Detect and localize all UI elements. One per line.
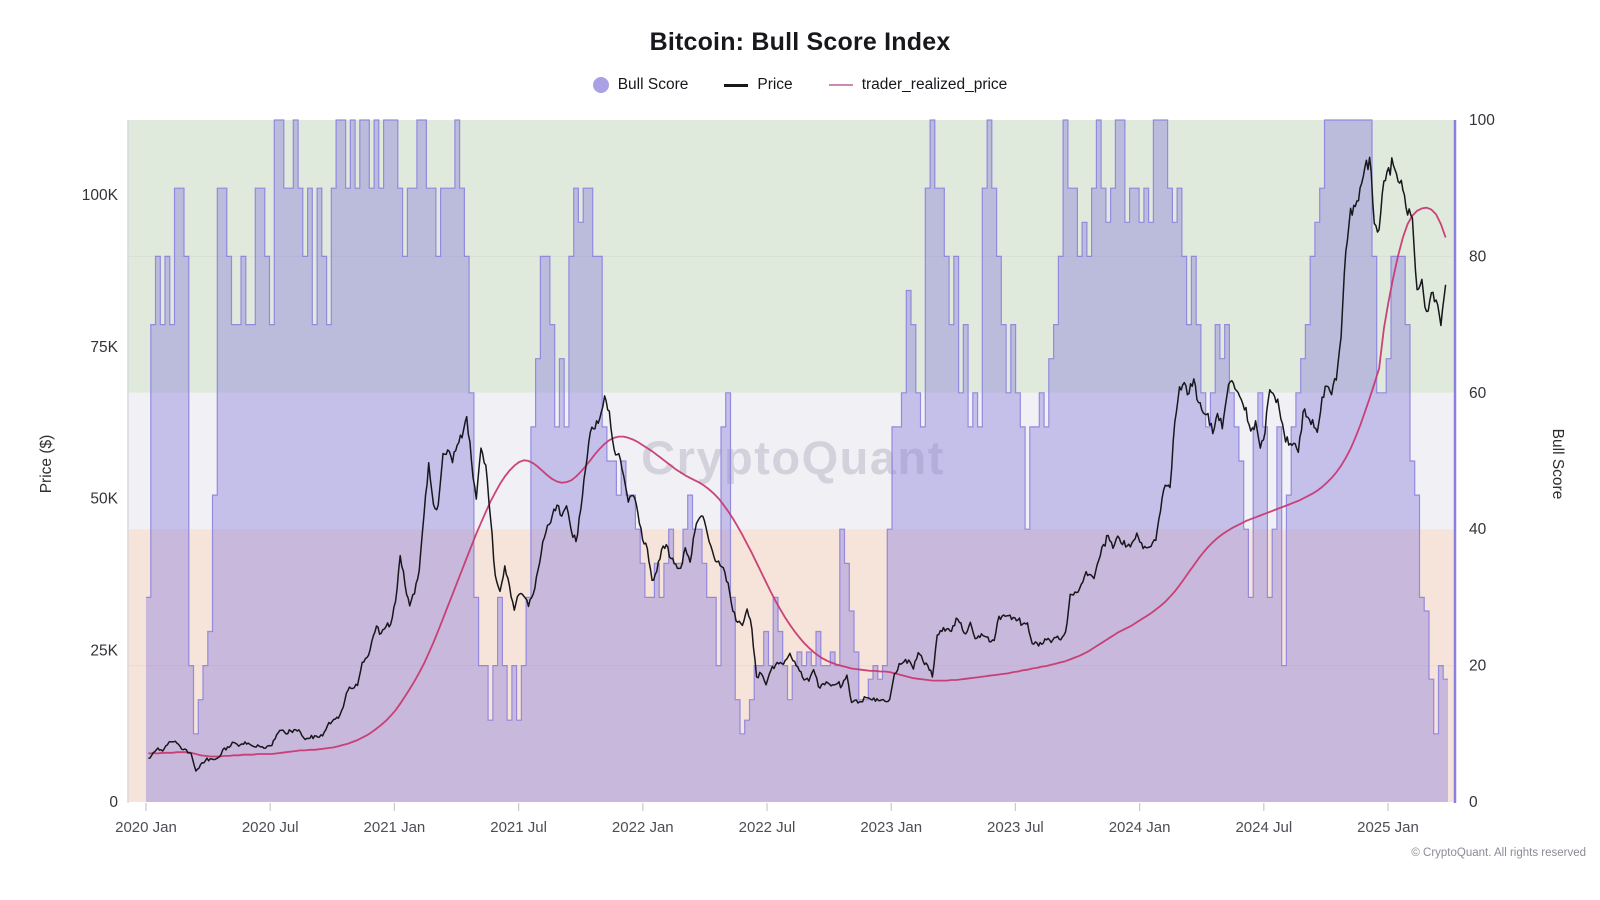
x-tick-label: 2020 Jul — [242, 819, 299, 836]
right-tick-label: 20 — [1469, 658, 1487, 675]
legend-label-trader-realized-price: trader_realized_price — [861, 76, 1008, 93]
right-axis-title: Bull Score — [1549, 428, 1566, 500]
x-tick-label: 2021 Jul — [490, 819, 547, 836]
right-tick-label: 60 — [1469, 385, 1487, 402]
right-tick-label: 80 — [1469, 248, 1487, 265]
bull-score-outline — [146, 119, 1448, 735]
x-tick-label: 2021 Jan — [364, 819, 426, 836]
right-tick-label: 40 — [1469, 521, 1487, 538]
x-axis-ticks: 2020 Jan 2020 Jul 2021 Jan 2021 Jul 2022 Jan… — [115, 803, 1419, 836]
left-axis-ticks: 100K 75K 50K 25K 0 — [82, 187, 119, 811]
score-band-bear-zone — [128, 529, 1455, 802]
left-axis-title: Price ($) — [38, 434, 55, 494]
x-tick-label: 2025 Jan — [1357, 819, 1419, 836]
x-tick-label: 2023 Jan — [860, 819, 922, 836]
price-line — [148, 156, 1447, 772]
legend: Bull Score Price trader_realized_price — [0, 76, 1600, 94]
x-tick-label: 2023 Jul — [987, 819, 1044, 836]
trader-realized-price-line — [148, 206, 1447, 758]
legend-label-bull-score: Bull Score — [617, 76, 689, 93]
trader-realized-price-swatch-icon — [828, 84, 853, 86]
score-band-bull-zone — [128, 120, 1455, 393]
x-tick-label: 2022 Jan — [612, 819, 674, 836]
bull-score-area — [146, 120, 1448, 802]
legend-item-price[interactable]: Price — [724, 76, 793, 94]
left-tick-label: 75K — [90, 339, 118, 356]
price-swatch-icon — [724, 83, 749, 87]
right-tick-label: 0 — [1469, 794, 1478, 811]
x-tick-label: 2020 Jan — [115, 819, 177, 836]
watermark-text: CryptoQuant — [641, 431, 945, 484]
legend-item-bull-score[interactable]: Bull Score — [592, 76, 689, 94]
left-tick-label: 25K — [90, 642, 118, 659]
left-tick-label: 50K — [90, 491, 118, 508]
x-tick-label: 2022 Jul — [739, 819, 796, 836]
x-tick-label: 2024 Jul — [1235, 819, 1292, 836]
chart-title: Bitcoin: Bull Score Index — [649, 28, 951, 56]
bull-score-swatch-icon — [592, 77, 609, 93]
right-axis-ticks: 100 80 60 40 20 0 — [1469, 112, 1495, 811]
left-tick-label: 100K — [82, 187, 119, 204]
legend-label-price: Price — [757, 76, 793, 93]
left-tick-label: 0 — [109, 794, 118, 811]
legend-item-trader-realized-price[interactable]: trader_realized_price — [828, 76, 1008, 94]
copyright-text: © CryptoQuant. All rights reserved — [1411, 847, 1586, 859]
x-tick-label: 2024 Jan — [1109, 819, 1171, 836]
right-tick-label: 100 — [1469, 112, 1495, 129]
